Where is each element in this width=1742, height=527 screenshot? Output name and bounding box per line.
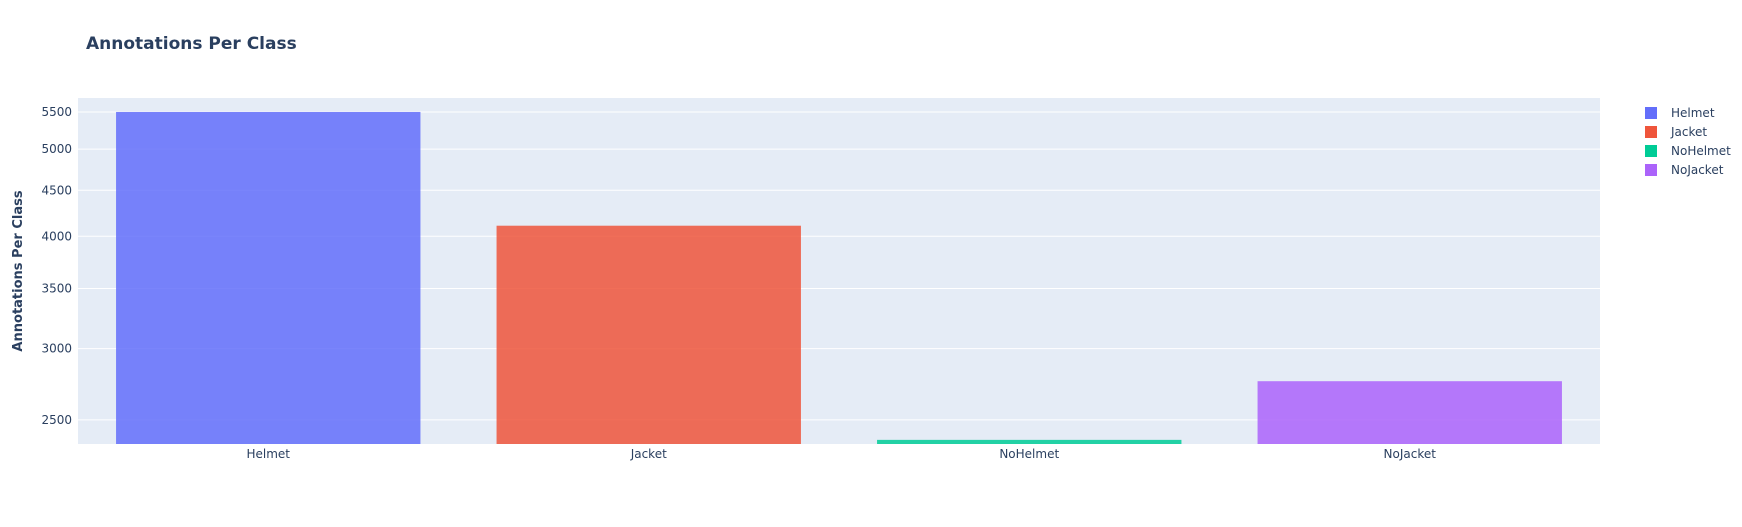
legend-label: NoJacket [1671, 163, 1724, 177]
y-tick-label: 5500 [41, 105, 72, 119]
legend-label: Helmet [1671, 106, 1715, 120]
legend-swatch [1645, 107, 1657, 119]
y-tick-label: 4500 [41, 183, 72, 197]
legend-swatch [1645, 145, 1657, 157]
bar-nojacket [1257, 381, 1562, 444]
y-tick-label: 3000 [41, 342, 72, 356]
y-tick-label: 5000 [41, 142, 72, 156]
x-axis-ticks: Helmet Jacket NoHelmet NoJacket [246, 447, 1436, 461]
y-axis-ticks: 2500 3000 3500 4000 4500 5000 5500 [41, 105, 72, 427]
bar-helmet [116, 111, 421, 444]
bar-jacket [496, 225, 801, 444]
bar-nohelmet [877, 439, 1182, 444]
x-tick-label: Helmet [246, 447, 290, 461]
legend: Helmet Jacket NoHelmet NoJacket [1645, 106, 1731, 177]
chart-title: Annotations Per Class [86, 34, 297, 54]
x-tick-label: Jacket [630, 447, 667, 461]
bars [116, 111, 1562, 444]
legend-swatch [1645, 126, 1657, 138]
y-tick-label: 4000 [41, 229, 72, 243]
y-tick-label: 3500 [41, 281, 72, 295]
legend-swatch [1645, 164, 1657, 176]
legend-label: Jacket [1670, 125, 1707, 139]
x-tick-label: NoJacket [1384, 447, 1437, 461]
y-tick-label: 2500 [41, 413, 72, 427]
x-tick-label: NoHelmet [999, 447, 1059, 461]
legend-label: NoHelmet [1671, 144, 1731, 158]
y-axis-title: Annotations Per Class [11, 190, 26, 351]
